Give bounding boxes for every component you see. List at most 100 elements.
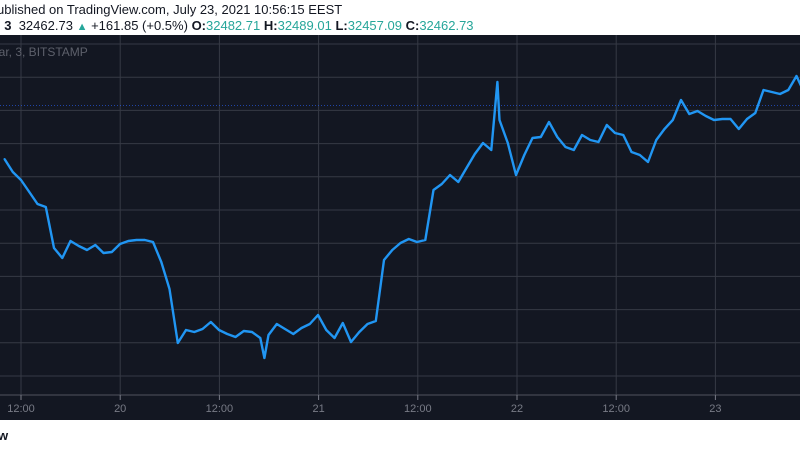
price-point [259,337,262,339]
price-point [333,337,336,339]
price-point [696,110,699,112]
x-tick-label: 20 [114,403,126,415]
price-point [242,330,245,332]
symbol-suffix: , 3 [0,18,12,33]
price-point [496,81,499,83]
x-tick-label: 12:00 [7,403,35,415]
low-value: 32457.09 [347,18,402,33]
price-point [119,243,121,245]
price-point [754,112,757,114]
price-point [457,181,460,183]
price-point [638,154,641,156]
price-point [61,257,64,259]
price-point [308,323,311,325]
price-point [263,357,266,359]
price-point [614,132,616,134]
price-point [605,124,608,126]
price-point [36,203,39,205]
price-point [581,134,583,136]
price-point [143,239,146,241]
price-point [506,142,509,144]
price-point [622,134,625,136]
price-points [3,75,798,359]
published-line: ublished on TradingView.com, July 23, 20… [0,2,343,17]
price-point [556,136,559,138]
price-point [234,336,237,338]
price-point [317,314,319,316]
price-point [193,331,196,333]
price-point [779,93,781,95]
price-point [407,238,410,240]
price-point [704,115,707,117]
price-point [366,323,369,325]
price-point [721,118,724,120]
price-point [770,91,773,93]
price-point [762,89,765,91]
low-label: L: [335,18,348,33]
price-point [251,331,253,333]
price-point [515,174,517,176]
price-point [94,244,97,246]
ohlc-line: , 3 32462.73 ▲ +161.85 (+0.5%) O:32482.7… [0,18,474,33]
symbol-legend: lar, 3, BITSTAMP [0,45,88,59]
price-chart[interactable]: 12:00 20 12:00 21 12:00 22 12:00 23 lar, 3, BIT… [0,35,800,420]
price-point [671,119,674,121]
price-point [267,334,270,336]
price-point [168,288,171,290]
price-point [795,75,798,77]
price-point [160,261,163,263]
x-tick-label: 22 [511,403,523,415]
price-point [86,249,88,251]
price-point [292,333,295,335]
price-point [300,327,303,329]
price-point [44,206,47,208]
chart-svg: 12:00 20 12:00 21 12:00 22 12:00 23 [0,35,800,415]
price-point [383,259,385,261]
price-point [185,329,187,331]
price-point [663,128,666,130]
open-label: O: [191,18,207,33]
price-point [135,239,138,241]
last-price: 32462.73 [18,18,73,33]
price-point [11,171,14,173]
price-point [688,113,691,115]
x-tick-label: 12:00 [404,403,432,415]
price-point [69,240,72,242]
price-point [482,142,484,144]
time-axis: 12:00 20 12:00 21 12:00 22 12:00 23 [7,395,722,415]
price-point [548,121,550,123]
price-point [110,251,113,253]
price-point [209,321,212,323]
price-point [284,328,286,330]
price-point [399,242,402,244]
price-point [3,158,6,160]
price-point [53,247,55,249]
price-point [449,174,451,176]
close-value: 32462.73 [419,18,474,33]
price-point [737,128,740,130]
price-point [176,342,179,344]
price-point [20,179,22,181]
price-point [77,245,80,247]
price-point [746,118,748,120]
close-label: C: [405,18,420,33]
price-point [490,149,493,151]
price-point [416,241,418,243]
x-tick-label: 21 [312,403,324,415]
price-change: +161.85 (+0.5%) [91,18,188,33]
price-point [647,161,649,163]
price-point [440,183,443,185]
price-point [729,118,732,120]
price-point [226,333,229,335]
open-value: 32482.71 [206,18,261,33]
high-label: H: [263,18,278,33]
price-point [589,139,592,141]
price-line [3,74,800,360]
price-point [572,149,575,151]
price-point [201,328,204,330]
price-point [350,341,352,343]
price-point [787,89,790,91]
price-point [498,119,501,121]
price-point [713,119,715,121]
price-point [341,322,344,324]
